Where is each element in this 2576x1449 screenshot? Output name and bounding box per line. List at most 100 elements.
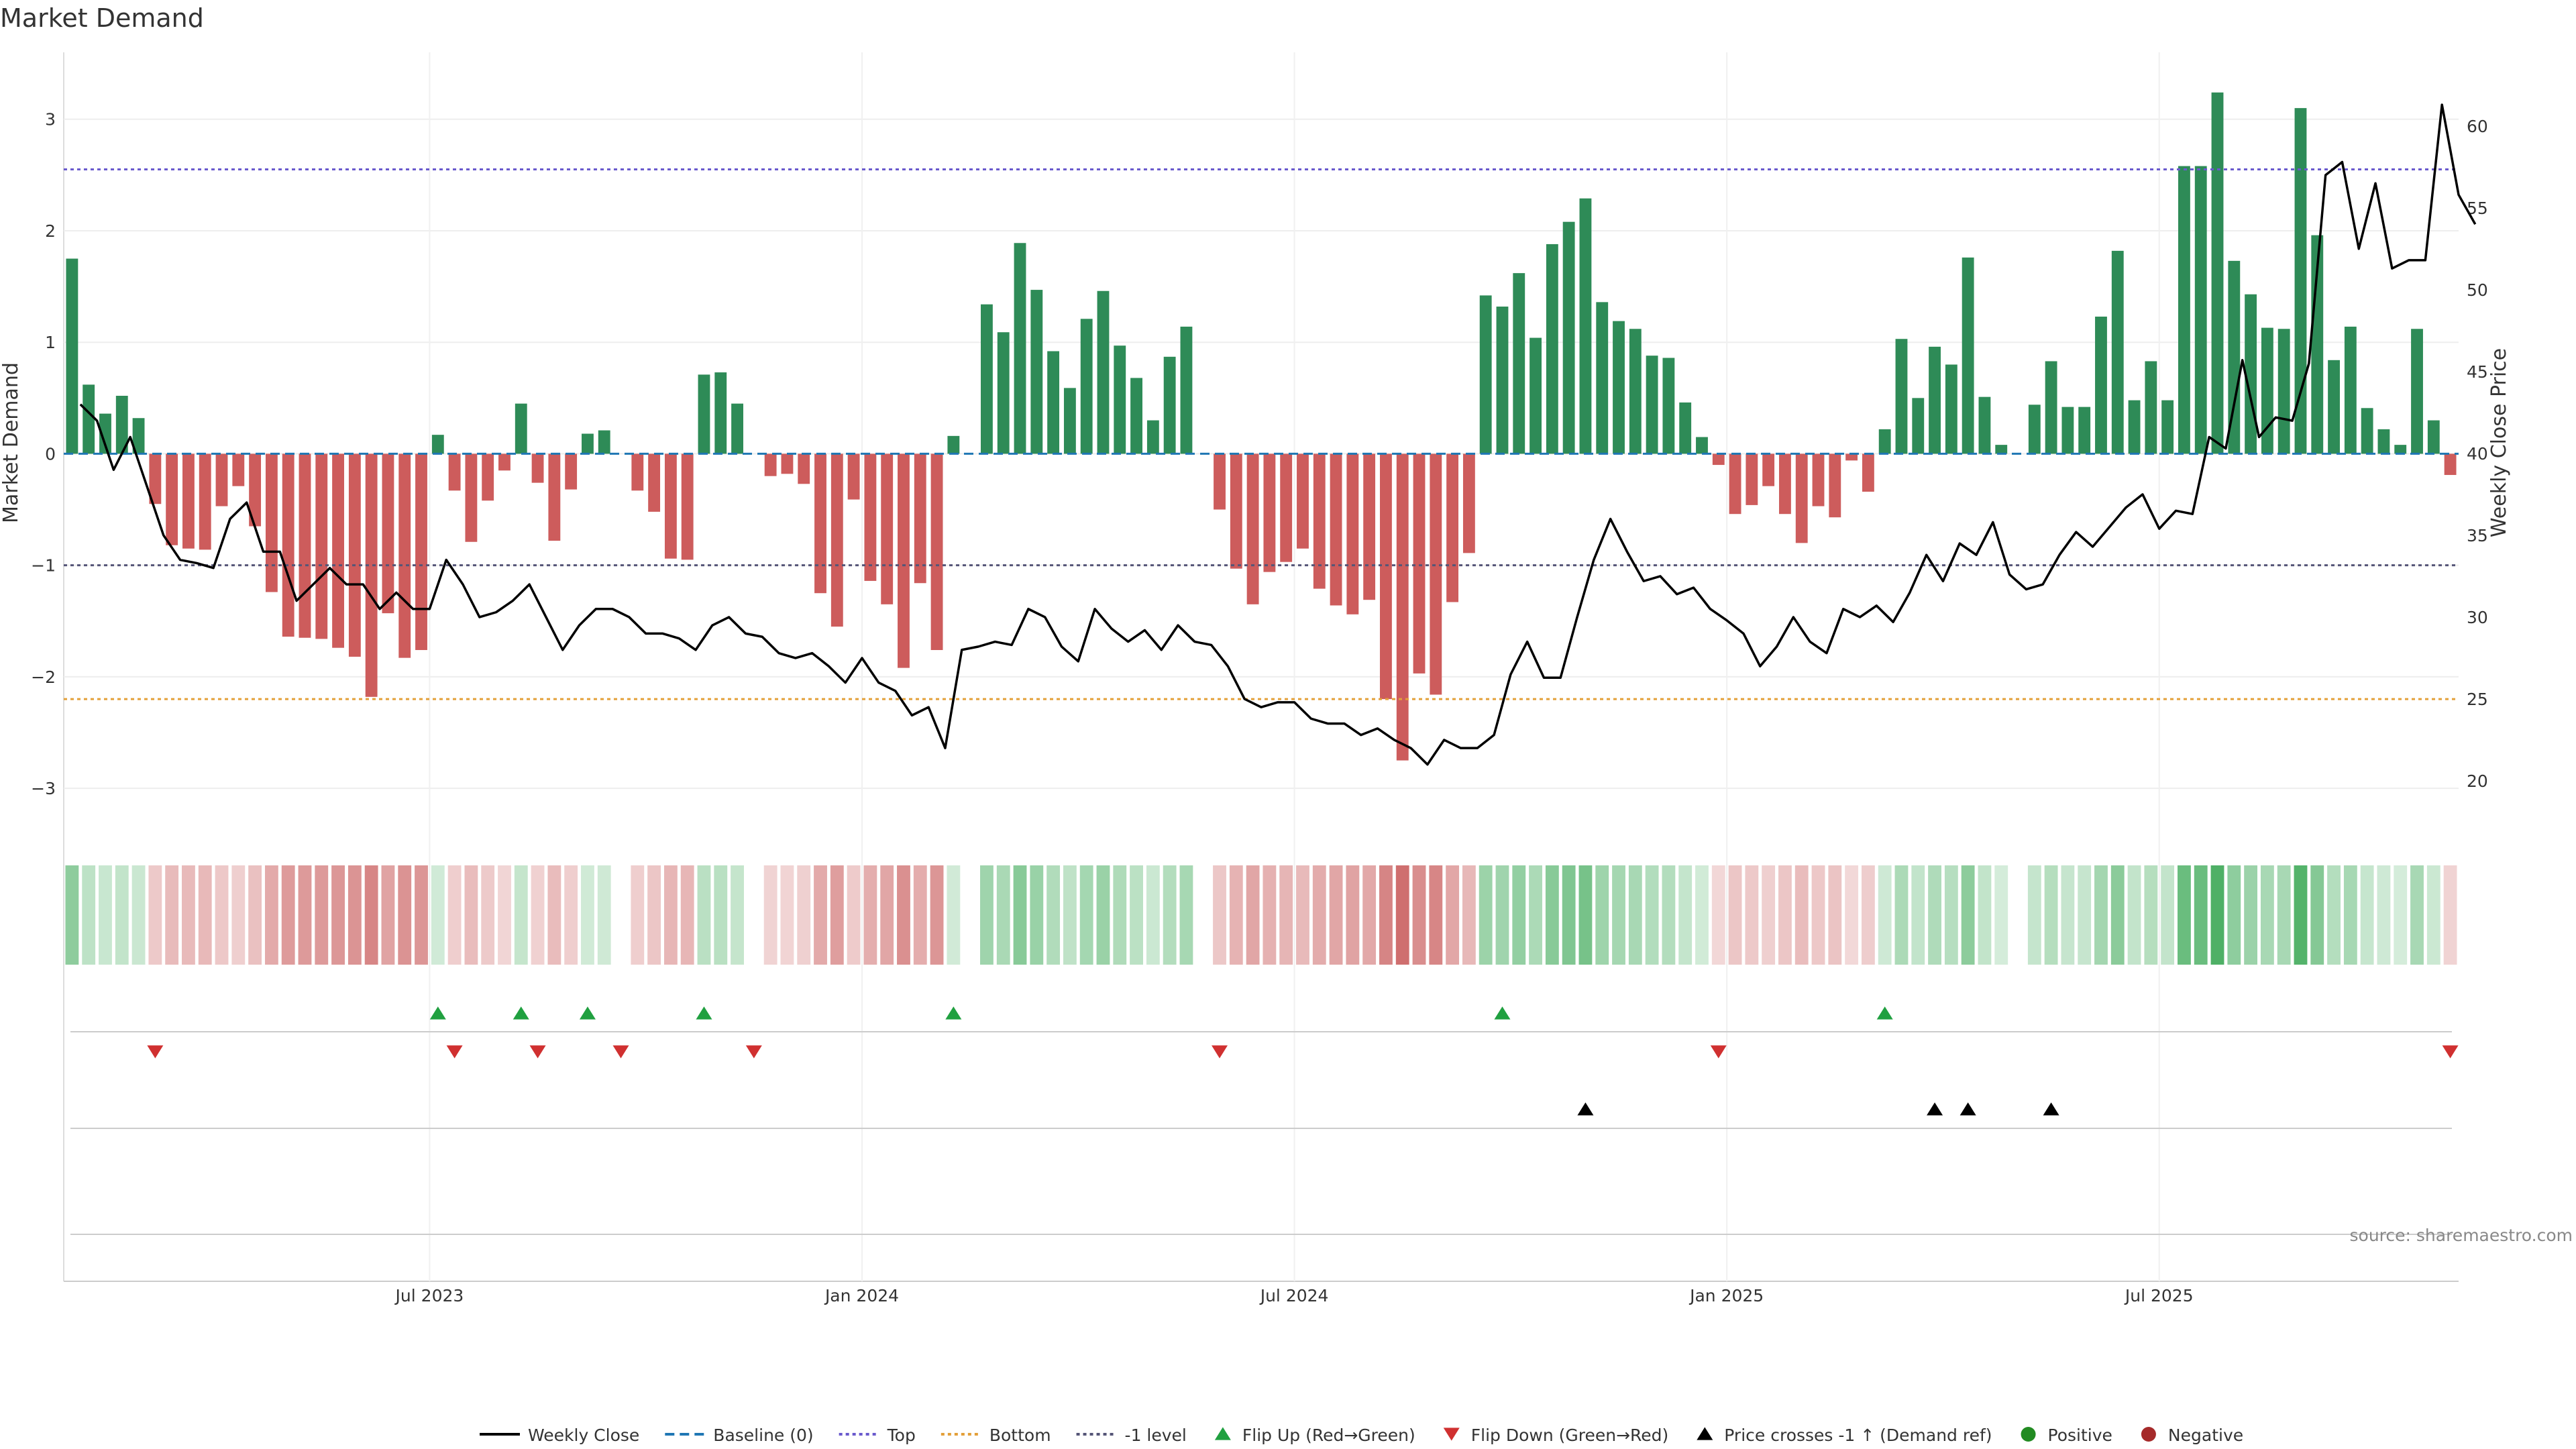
demand-bar	[2028, 405, 2041, 454]
flip-up-marker	[945, 1006, 962, 1020]
heat-cell	[880, 865, 894, 965]
flip-down-marker	[529, 1045, 546, 1059]
price-cross-marker	[1577, 1102, 1594, 1116]
demand-bar	[1180, 326, 1193, 454]
heat-cell	[1778, 865, 1792, 965]
heat-cell	[1462, 865, 1476, 965]
heat-cell	[680, 865, 694, 965]
heat-cell	[2426, 865, 2440, 965]
heat-cell	[1229, 865, 1243, 965]
demand-bar	[1746, 453, 1758, 505]
demand-bar	[2277, 329, 2290, 454]
demand-bar	[2178, 166, 2190, 454]
price-cross-marker	[1927, 1102, 1943, 1116]
y2-axis-label: Weekly Close Price	[2487, 348, 2511, 537]
heat-cell	[980, 865, 994, 965]
demand-bar	[631, 453, 644, 491]
demand-bar	[482, 453, 494, 501]
reference-lines	[64, 168, 2459, 700]
x-tick-label: Jan 2025	[1688, 1286, 1764, 1305]
heat-cell	[165, 865, 179, 965]
heat-cell	[1512, 865, 1526, 965]
demand-bar	[1030, 290, 1043, 454]
heat-cell	[1279, 865, 1293, 965]
flip-down-marker	[1710, 1045, 1727, 1059]
demand-bar	[881, 453, 894, 604]
demand-bar	[981, 304, 993, 454]
heat-cell	[2277, 865, 2291, 965]
heat-cell	[148, 865, 162, 965]
heat-cell	[115, 865, 129, 965]
demand-bar	[1945, 364, 1957, 454]
demand-bar	[1080, 319, 1093, 454]
heat-cell	[547, 865, 561, 965]
heat-cell	[1296, 865, 1309, 965]
heat-cell	[2027, 865, 2041, 965]
demand-bar	[2294, 108, 2307, 454]
heat-cell	[1046, 865, 1061, 965]
demand-bar	[1712, 453, 1725, 466]
demand-bar	[1430, 453, 1442, 695]
heat-cell	[1479, 865, 1493, 965]
heat-cell	[1395, 865, 1409, 965]
y2-tick-label: 60	[2467, 117, 2488, 136]
heat-cell	[1495, 865, 1509, 965]
demand-bar	[1297, 453, 1309, 549]
heat-cell	[1861, 865, 1875, 965]
heat-cell	[1429, 865, 1443, 965]
heat-cell	[1379, 865, 1393, 965]
demand-bar	[66, 258, 78, 454]
demand-bar	[1978, 396, 1991, 454]
demand-bar	[1878, 429, 1891, 454]
legend-label: Positive	[2048, 1426, 2112, 1445]
demand-bar	[299, 453, 311, 638]
heat-cell	[2360, 865, 2374, 965]
heat-cell	[1894, 865, 1909, 965]
y-axis-ticks: −3 −2 −1 0 1 2 3	[31, 110, 56, 798]
heat-cell	[1312, 865, 1326, 965]
heat-cell	[2110, 865, 2125, 965]
demand-bar	[548, 453, 561, 541]
legend-label: Price crosses -1 ↑ (Demand ref)	[1724, 1426, 1992, 1445]
y-tick-label: −2	[31, 667, 56, 687]
demand-bar	[764, 453, 777, 476]
heat-cell	[1662, 865, 1676, 965]
heat-cell	[2377, 865, 2391, 965]
heat-cell	[631, 865, 645, 965]
demand-bar	[1529, 337, 1542, 454]
demand-bar	[332, 453, 344, 648]
heat-cell	[2244, 865, 2258, 965]
y2-tick-label: 50	[2467, 280, 2488, 300]
demand-bars	[66, 92, 2457, 761]
heat-cell	[1545, 865, 1559, 965]
demand-bar	[1829, 453, 1841, 518]
demand-bar	[2261, 327, 2273, 454]
chart-title: Market Demand	[0, 3, 204, 33]
demand-bar	[1446, 453, 1459, 602]
flip-up-marker	[429, 1006, 446, 1020]
demand-bar	[166, 453, 178, 545]
flip-up-marker	[1876, 1006, 1893, 1020]
heat-cell	[1446, 865, 1460, 965]
flip-up-marker	[513, 1006, 529, 1020]
heat-cell	[2227, 865, 2241, 965]
heat-cell	[1213, 865, 1226, 965]
y-tick-label: 1	[45, 333, 56, 352]
flip-down-marker	[446, 1045, 463, 1059]
demand-bar	[1613, 321, 1625, 454]
heat-cell	[1595, 865, 1609, 965]
legend-swatch-triangle-up	[1214, 1427, 1231, 1440]
demand-bar	[1929, 346, 1941, 454]
demand-bar	[2377, 429, 2390, 454]
heat-cell	[597, 865, 611, 965]
legend-label: Top	[887, 1426, 916, 1445]
demand-bar	[431, 435, 444, 454]
demand-bar	[798, 453, 810, 484]
heat-cell	[814, 865, 827, 965]
legend-label: Bottom	[989, 1426, 1051, 1445]
heat-cell	[2094, 865, 2108, 965]
heat-cell	[215, 865, 229, 965]
heat-cell	[1978, 865, 1992, 965]
y-tick-label: 3	[45, 110, 56, 129]
heat-cell	[431, 865, 445, 965]
